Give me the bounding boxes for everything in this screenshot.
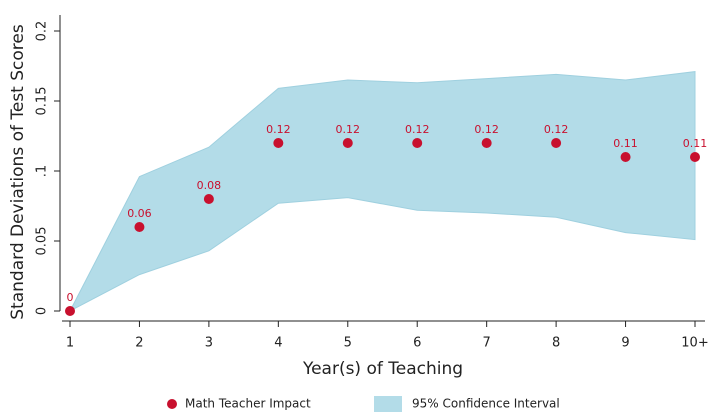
y-tick-label: 0.15: [35, 87, 50, 116]
point: [134, 222, 145, 232]
y-axis-title: Standard Deviations of Test Scores: [8, 24, 28, 320]
x-tick-label: 8: [552, 336, 560, 351]
x-tick-label: 5: [344, 336, 352, 351]
y-tick-label: 0.05: [35, 227, 50, 256]
point: [203, 194, 214, 204]
x-tick-label: 7: [483, 336, 491, 351]
point: [273, 138, 284, 148]
point-label: 0.12: [474, 123, 499, 136]
point-label: 0.12: [405, 123, 430, 136]
point-label: 0.12: [544, 123, 569, 136]
point-label: 0: [67, 291, 74, 304]
y-tick-label: .1: [35, 165, 50, 177]
y-tick-label: 0: [35, 307, 50, 315]
point: [620, 152, 631, 162]
legend-marker: [167, 399, 177, 409]
y-tick-label: 0.2: [35, 21, 50, 42]
point-label: 0.06: [127, 207, 152, 220]
x-tick-label: 9: [621, 336, 629, 351]
point: [551, 138, 562, 148]
point-label: 0.11: [683, 137, 708, 150]
point-label: 0.12: [266, 123, 291, 136]
point-label: 0.12: [336, 123, 361, 136]
x-axis-title: Year(s) of Teaching: [302, 359, 463, 379]
x-tick-label: 10+: [681, 336, 708, 351]
legend-swatch: [374, 396, 402, 412]
point-label: 0.11: [613, 137, 638, 150]
x-tick-label: 3: [205, 336, 213, 351]
x-tick-label: 4: [274, 336, 282, 351]
legend-label: 95% Confidence Interval: [412, 397, 560, 411]
point: [412, 138, 423, 148]
x-tick-label: 2: [135, 336, 143, 351]
point: [481, 138, 492, 148]
point-label: 0.08: [197, 179, 222, 192]
point: [690, 152, 700, 162]
legend-label: Math Teacher Impact: [185, 397, 311, 411]
confidence-band: [68, 71, 696, 313]
x-tick-label: 1: [66, 336, 74, 351]
point: [65, 306, 75, 316]
point: [342, 138, 353, 148]
x-tick-label: 6: [413, 336, 421, 351]
